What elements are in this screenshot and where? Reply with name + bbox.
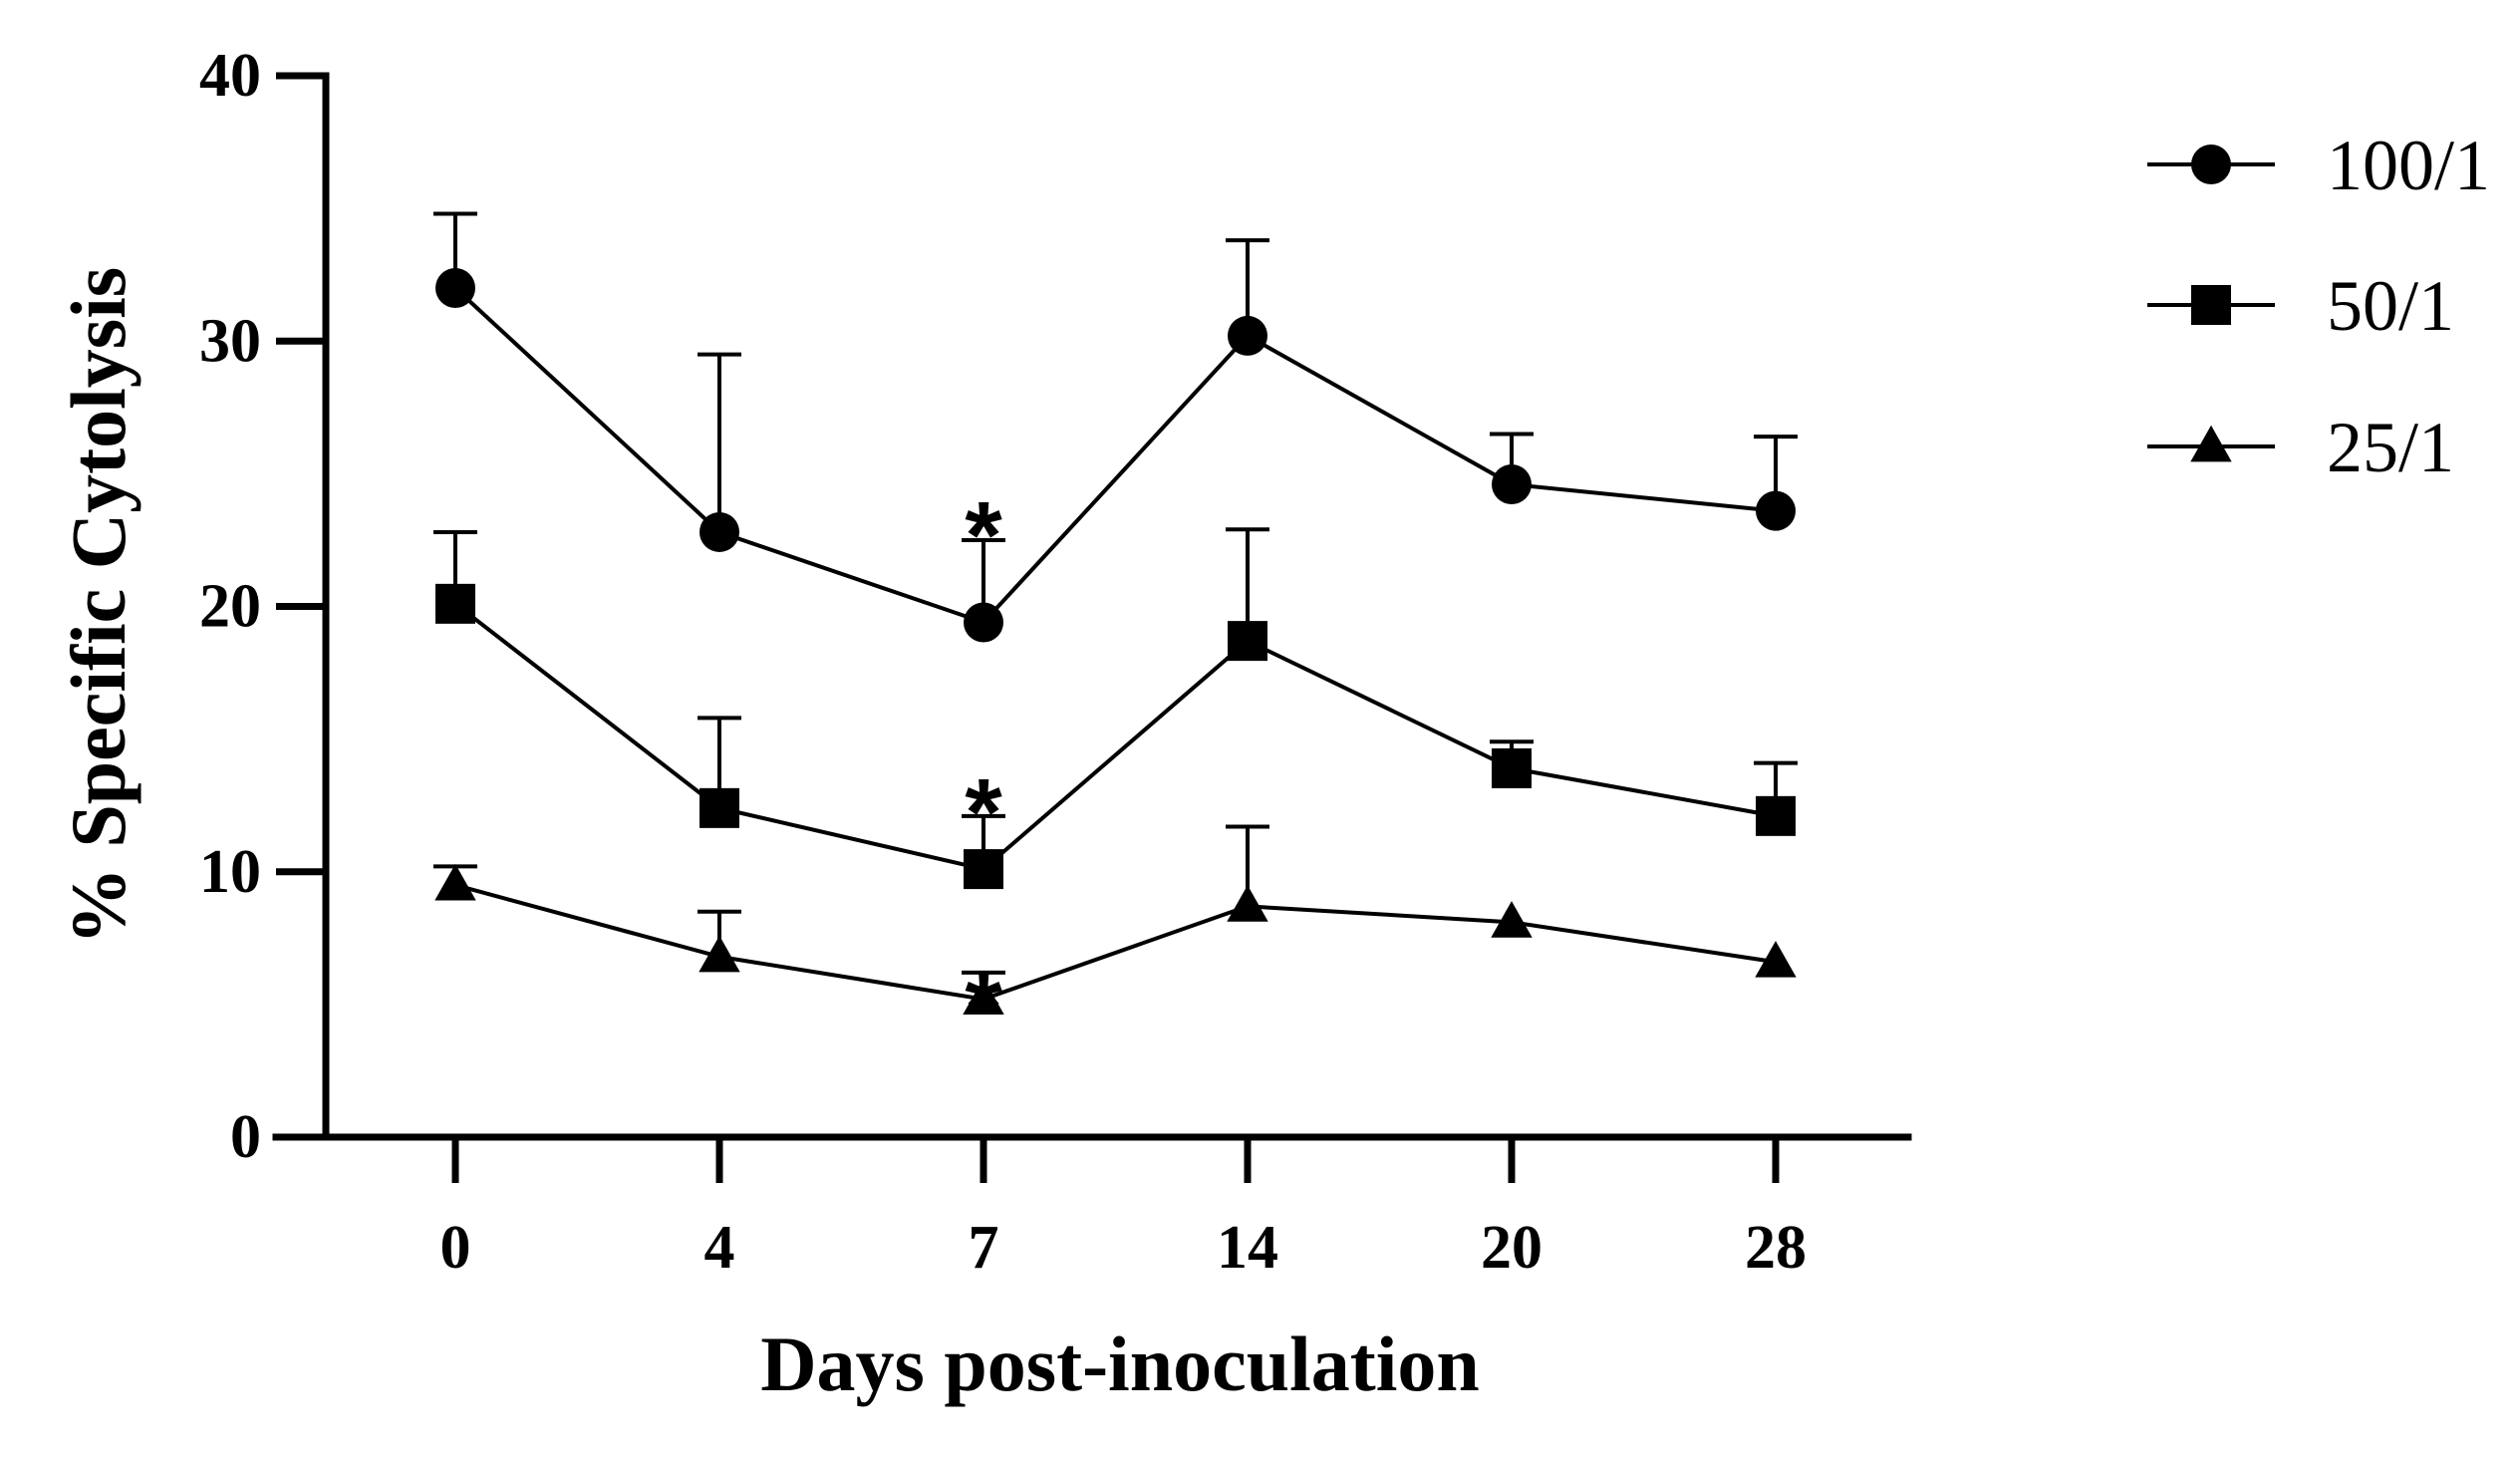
axes: % Specific Cytolysis Days post-inoculati… — [55, 72, 1912, 1407]
data-point-50-1 — [1228, 621, 1267, 662]
significance-asterisk: * — [965, 759, 1002, 866]
data-point-100-1 — [700, 511, 739, 552]
x-tick-label: 14 — [1217, 1214, 1278, 1282]
legend-item-25-1: 25/1 — [2147, 408, 2454, 487]
data-point-100-1 — [964, 602, 1003, 643]
legend-item-50-1: 50/1 — [2147, 266, 2454, 346]
legend-marker-triangle — [2190, 425, 2232, 462]
data-point-25-1 — [963, 978, 1004, 1015]
data-point-25-1 — [699, 935, 740, 973]
legend-item-100-1: 100/1 — [2147, 126, 2490, 205]
legend-marker-square — [2191, 285, 2231, 325]
data-point-25-1 — [1491, 901, 1533, 938]
y-tick-label: 40 — [199, 42, 261, 110]
x-tick-label: 20 — [1481, 1214, 1542, 1282]
annotations: * * * — [965, 482, 1002, 1060]
legend-label: 50/1 — [2327, 266, 2454, 346]
data-point-25-1 — [1755, 941, 1797, 978]
data-point-100-1 — [1228, 315, 1267, 356]
x-tick-label: 7 — [969, 1214, 999, 1282]
legend-label: 100/1 — [2327, 126, 2490, 205]
series-lines — [453, 286, 1777, 1002]
y-tick-label: 20 — [199, 573, 261, 641]
data-point-50-1 — [700, 787, 739, 828]
series-markers — [434, 268, 1797, 1015]
series-line-50-1 — [453, 602, 1777, 872]
legend-label: 25/1 — [2327, 408, 2454, 487]
error-bars — [433, 211, 1798, 1000]
series-line-100-1 — [453, 286, 1777, 625]
y-tick-label: 0 — [230, 1103, 261, 1171]
y-tick-label: 10 — [199, 838, 261, 906]
y-axis-title: % Specific Cytolysis — [55, 267, 141, 945]
data-point-100-1 — [1756, 490, 1796, 531]
y-tick-label: 30 — [199, 307, 261, 375]
ticks: 0 10 20 30 40 0 4 7 14 20 28 — [199, 42, 1807, 1282]
x-tick-label: 0 — [440, 1214, 471, 1282]
legend: 100/1 50/1 25/1 — [2147, 126, 2490, 487]
x-axis-title: Days post-inoculation — [760, 1320, 1480, 1407]
data-point-50-1 — [1756, 795, 1796, 836]
significance-asterisk: * — [965, 954, 1002, 1060]
series-line-25-1 — [454, 883, 1777, 1002]
data-point-100-1 — [435, 268, 475, 308]
x-tick-label: 4 — [704, 1214, 735, 1282]
data-point-50-1 — [1492, 747, 1532, 788]
data-point-25-1 — [434, 863, 476, 901]
data-point-50-1 — [964, 849, 1003, 890]
data-point-25-1 — [1227, 885, 1268, 922]
data-point-50-1 — [435, 583, 475, 624]
data-point-100-1 — [1492, 464, 1532, 505]
legend-marker-circle — [2191, 145, 2231, 184]
x-tick-label: 28 — [1745, 1214, 1807, 1282]
significance-asterisk: * — [965, 482, 1002, 589]
